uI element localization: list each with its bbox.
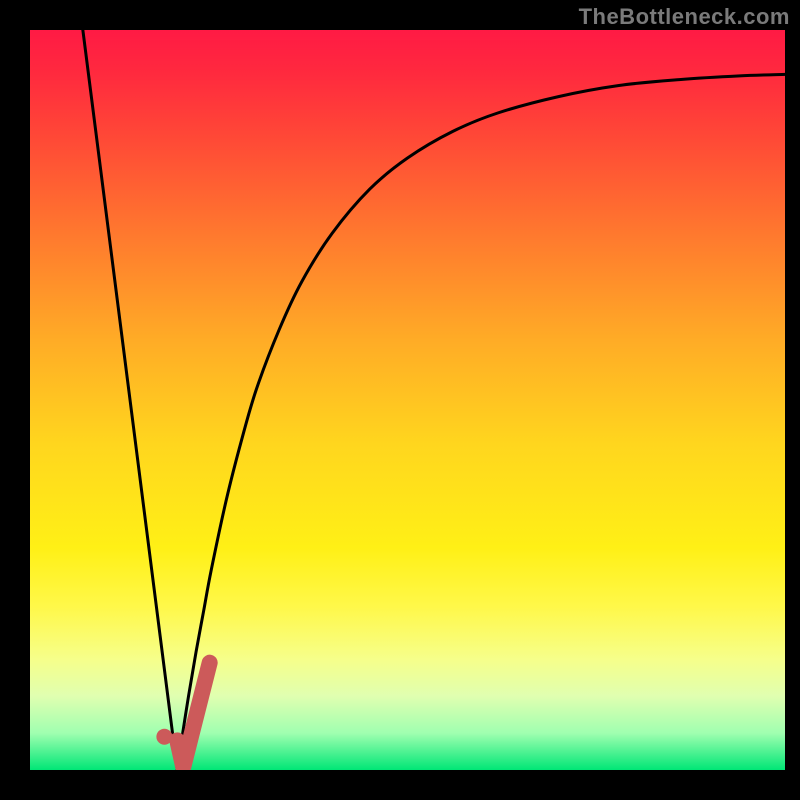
- right-curve: [177, 74, 785, 770]
- plot-area: [30, 30, 785, 770]
- marker-tick: [177, 663, 209, 767]
- chart-curves: [30, 30, 785, 770]
- marker-dot: [156, 729, 172, 745]
- chart-container: TheBottleneck.com: [0, 0, 800, 800]
- watermark-text: TheBottleneck.com: [579, 4, 790, 30]
- left-line: [83, 30, 177, 770]
